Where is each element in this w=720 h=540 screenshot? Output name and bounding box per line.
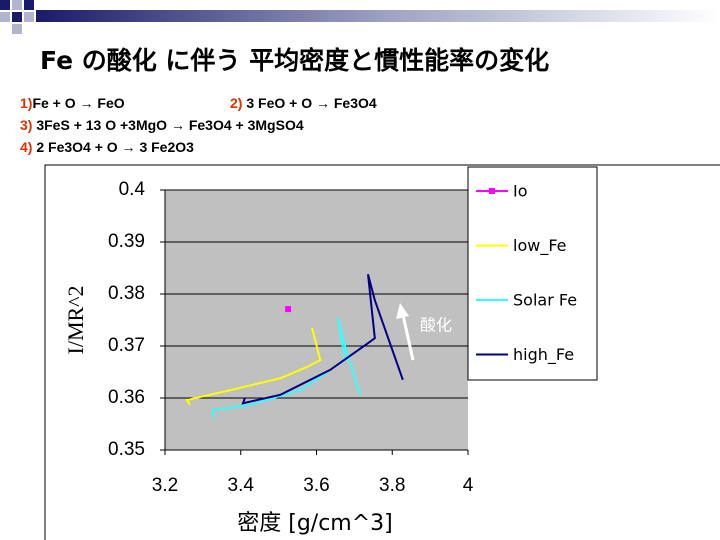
chart: 0.35 0.36 0.37 0.38 0.39 0.4 3.2 3.4 3.6 3.8 4 密度 […	[63, 166, 598, 536]
y-axis-label: I/MR^2	[63, 286, 88, 355]
annotation: 酸化	[420, 316, 452, 335]
y-tick-label: 0.4	[119, 179, 146, 200]
x-tick-label: 3.6	[303, 475, 329, 496]
x-tick-label: 3.8	[379, 475, 405, 496]
reaction: 3) 3FeS + 13 O +3MgO → Fe3O4 + 3MgSO4	[20, 117, 304, 133]
corner-decoration	[0, 0, 720, 34]
legend-label: Solar Fe	[513, 291, 577, 310]
y-tick-label: 0.37	[108, 335, 145, 356]
legend-marker	[489, 188, 495, 194]
legend-box	[467, 166, 598, 381]
y-tick-label: 0.38	[108, 283, 145, 304]
series-line	[185, 327, 322, 406]
x-tick-label: 4	[463, 475, 474, 496]
y-tick-label: 0.35	[108, 439, 145, 460]
point	[285, 306, 292, 313]
legend-label: Io	[513, 182, 528, 201]
legend-label: low_Fe	[513, 236, 567, 256]
legend-label: high_Fe	[513, 345, 574, 365]
slide-title: Fe の酸化 に伴う 平均密度と慣性能率の変化	[40, 46, 549, 75]
x-axis-label: 密度 [g/cm^3]	[237, 511, 393, 536]
reaction: 1)Fe + O → FeO	[20, 95, 125, 111]
arrow-head	[396, 303, 409, 319]
plot-area	[165, 190, 468, 450]
reaction: 2) 3 FeO + O → Fe3O4	[230, 95, 377, 111]
y-tick-label: 0.39	[108, 231, 145, 252]
series-line	[212, 317, 362, 418]
reaction: 4) 2 Fe3O4 + O → 3 Fe2O3	[20, 139, 194, 155]
x-tick-label: 3.2	[152, 475, 178, 496]
x-tick-label: 3.4	[228, 475, 255, 496]
series-line	[241, 273, 404, 405]
y-tick-label: 0.36	[108, 387, 145, 408]
arrow-shaft	[401, 314, 415, 361]
